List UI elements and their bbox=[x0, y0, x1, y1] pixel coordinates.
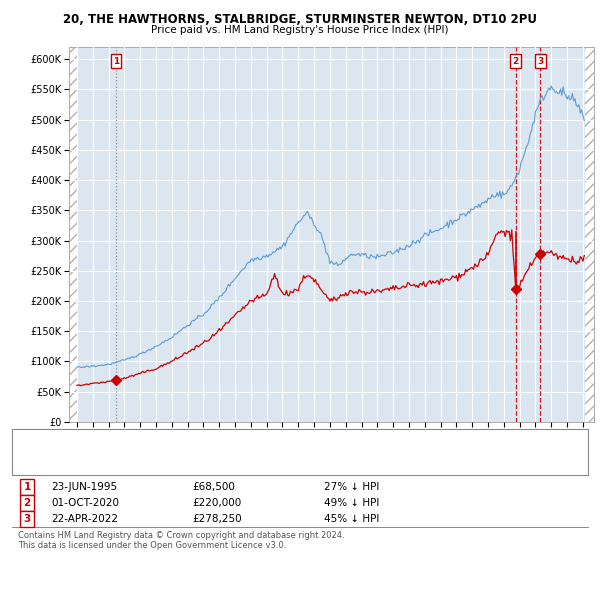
Text: 1: 1 bbox=[23, 482, 31, 491]
Text: £68,500: £68,500 bbox=[192, 482, 235, 491]
Text: 01-OCT-2020: 01-OCT-2020 bbox=[51, 498, 119, 507]
Text: £278,250: £278,250 bbox=[192, 514, 242, 524]
Text: 23-JUN-1995: 23-JUN-1995 bbox=[51, 482, 117, 491]
Text: Contains HM Land Registry data © Crown copyright and database right 2024.
This d: Contains HM Land Registry data © Crown c… bbox=[18, 531, 344, 550]
Bar bbox=[584, 47, 594, 422]
Text: Price paid vs. HM Land Registry's House Price Index (HPI): Price paid vs. HM Land Registry's House … bbox=[151, 25, 449, 35]
Text: 20, THE HAWTHORNS, STALBRIDGE, STURMINSTER NEWTON, DT10 2PU: 20, THE HAWTHORNS, STALBRIDGE, STURMINST… bbox=[63, 13, 537, 26]
Text: 3: 3 bbox=[537, 57, 544, 65]
Bar bbox=[69, 47, 77, 422]
Text: 45% ↓ HPI: 45% ↓ HPI bbox=[324, 514, 379, 524]
Text: 2: 2 bbox=[512, 57, 519, 65]
Text: 20, THE HAWTHORNS, STALBRIDGE, STURMINSTER NEWTON, DT10 2PU (detached house: 20, THE HAWTHORNS, STALBRIDGE, STURMINST… bbox=[51, 433, 451, 442]
Text: 1: 1 bbox=[113, 57, 119, 65]
Text: £220,000: £220,000 bbox=[192, 498, 241, 507]
Text: 22-APR-2022: 22-APR-2022 bbox=[51, 514, 118, 524]
Text: 49% ↓ HPI: 49% ↓ HPI bbox=[324, 498, 379, 507]
Text: HPI: Average price, detached house, Dorset: HPI: Average price, detached house, Dors… bbox=[51, 445, 248, 455]
Text: 27% ↓ HPI: 27% ↓ HPI bbox=[324, 482, 379, 491]
Text: 3: 3 bbox=[23, 514, 31, 524]
Text: 2: 2 bbox=[23, 498, 31, 507]
